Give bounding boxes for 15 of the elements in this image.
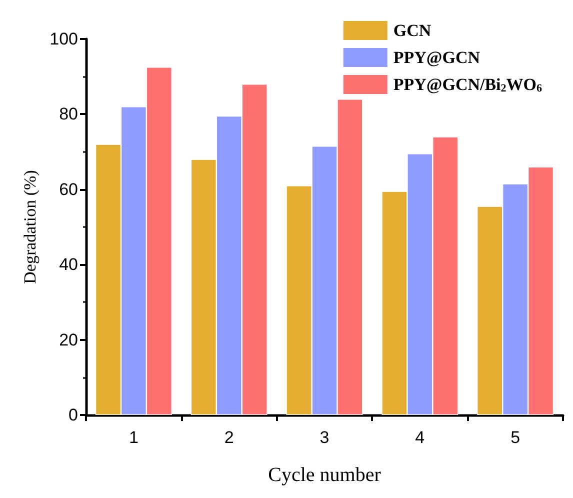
x-tick-label: 2 <box>224 428 234 447</box>
x-tick-label: 5 <box>510 428 520 447</box>
legend-label: PPY@GCN <box>393 48 481 67</box>
legend-label: GCN <box>393 21 432 40</box>
y-tick-label: 0 <box>68 406 78 424</box>
y-tick-label: 40 <box>59 255 78 274</box>
x-tick-label: 1 <box>128 428 138 447</box>
y-tick-label: 80 <box>59 104 78 124</box>
y-axis-title: Degradation (%) <box>20 170 40 284</box>
y-tick-label: 100 <box>50 30 78 48</box>
y-tick-label: 20 <box>59 330 78 350</box>
x-tick-label: 3 <box>320 428 330 447</box>
y-tick-label: 60 <box>59 180 78 199</box>
x-tick-label: 4 <box>415 428 425 447</box>
x-axis-title: Cycle number <box>268 464 382 486</box>
